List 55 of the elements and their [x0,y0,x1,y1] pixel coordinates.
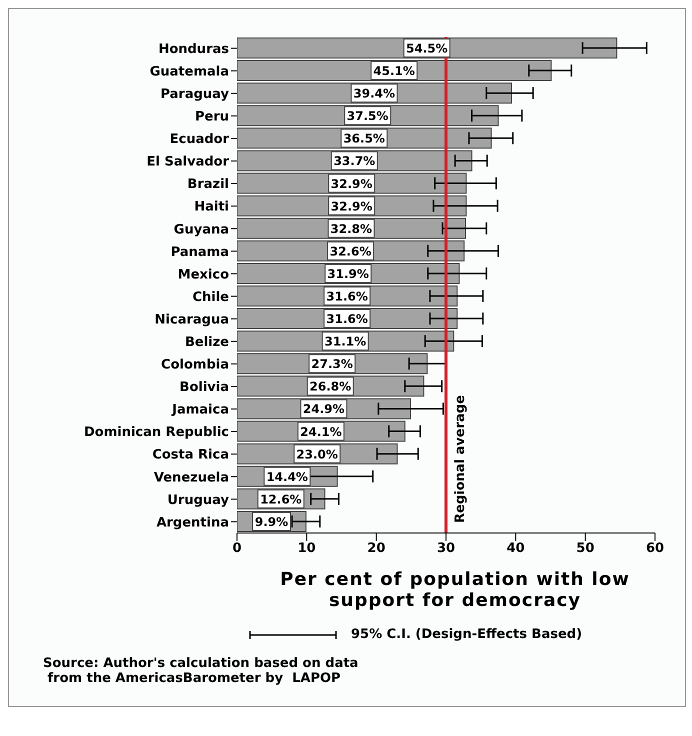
y-tick-label: Panama [170,244,229,260]
y-tick-label: Bolivia [180,380,229,396]
data-label: 27.3% [311,357,353,372]
data-label: 31.9% [327,266,369,281]
y-tick-label: Venezuela [154,470,229,486]
data-label: 37.5% [346,109,388,124]
ref-line-label: Regional average [453,394,468,523]
data-label: 45.1% [373,64,415,78]
data-label: 31.6% [326,290,368,304]
y-tick-label: Uruguay [167,492,230,508]
x-tick-label: 50 [576,541,594,556]
y-tick-label: Ecuador [170,132,230,148]
y-tick-label: Chile [192,290,230,305]
data-label: 31.6% [326,312,368,326]
data-label: 9.9% [254,514,288,529]
data-label: 32.9% [330,199,372,214]
y-tick-label: Belize [184,334,230,350]
y-tick-label: Haiti [194,200,229,215]
y-tick-label: Mexico [178,267,230,282]
x-axis-title: Per cent of population with low support for democracy [279,569,631,611]
y-tick-label: Nicaragua [154,312,229,328]
x-tick-label: 0 [232,541,242,556]
data-label: 24.1% [300,424,342,439]
source-note: Source: Author's calculation based on data from the AmericasBarometer by LAPOP [43,656,360,686]
data-label: 24.9% [302,402,345,416]
data-label: 32.8% [330,222,372,236]
x-tick-label: 60 [646,541,664,556]
y-tick-label: Argentina [156,515,229,530]
y-tick-label: Dominican Republic [84,425,229,440]
y-tick-label: Brazil [187,177,229,192]
y-tick-label: Costa Rica [152,448,229,463]
data-label: 31.1% [324,334,366,349]
data-label: 54.5% [406,42,448,56]
y-tick-label: Colombia [161,358,229,373]
data-label: 26.8% [310,380,352,394]
data-label: 14.4% [266,470,308,484]
x-tick-label: 10 [298,541,316,556]
y-tick-label: Guyana [174,222,229,238]
y-tick-label: Paraguay [160,86,230,102]
y-tick-label: Guatemala [150,64,229,80]
x-tick-label: 40 [506,541,525,556]
data-label: 12.6% [260,492,302,506]
y-tick-label: Jamaica [171,402,229,418]
y-tick-label: Honduras [158,42,230,57]
data-label: 23.0% [296,447,338,462]
y-tick-label: Peru [194,110,229,125]
x-tick-label: 30 [436,541,456,556]
x-tick-label: 20 [367,541,386,556]
data-label: 39.4% [353,86,396,101]
data-label: 32.9% [330,176,372,191]
y-tick-label: El Salvador [146,154,230,170]
data-label: 36.5% [343,132,385,146]
data-label: 32.6% [330,244,372,258]
text: 95% C.I. (Design-Effects Based) [351,627,582,642]
data-label: 33.7% [334,154,376,168]
